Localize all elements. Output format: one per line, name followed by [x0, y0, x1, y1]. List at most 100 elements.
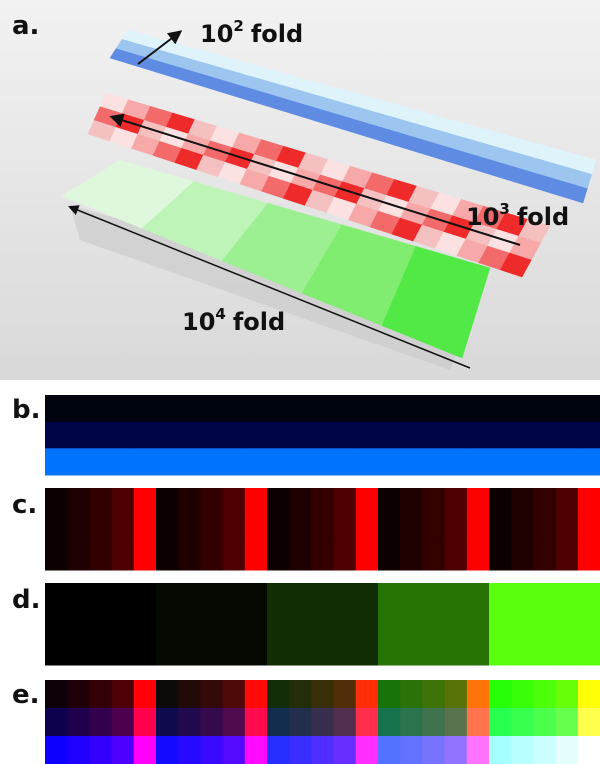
- red-cell: [533, 488, 556, 516]
- blue-cell: [156, 395, 179, 422]
- blue-cell: [89, 395, 112, 422]
- green-cell: [422, 583, 445, 611]
- blue-cell: [245, 422, 268, 449]
- red-cell: [356, 515, 379, 543]
- blue-cell: [89, 448, 112, 475]
- blue-cell: [489, 422, 512, 449]
- merged-cell: [223, 736, 246, 764]
- merged-cell: [445, 708, 468, 737]
- red-cell: [89, 515, 112, 543]
- merged-cell: [45, 680, 68, 709]
- panel-label: e.: [12, 680, 40, 710]
- red-cell: [311, 488, 334, 516]
- green-cell: [378, 583, 401, 611]
- red-cell: [200, 515, 223, 543]
- red-cell: [223, 543, 246, 571]
- merged-cell: [89, 708, 112, 737]
- red-cell: [178, 543, 201, 571]
- green-cell: [112, 610, 135, 638]
- blue-cell: [223, 448, 246, 475]
- red-cell: [556, 515, 579, 543]
- red-cell: [156, 543, 179, 571]
- blue-cell: [378, 448, 401, 475]
- merged-cell: [511, 736, 534, 764]
- green-cell: [223, 583, 246, 611]
- merged-cell: [67, 680, 90, 709]
- merged-cell: [134, 736, 157, 764]
- merged-cell: [445, 680, 468, 709]
- annotation-exponent: 4: [215, 305, 225, 323]
- red-cell: [89, 488, 112, 516]
- merged-cell: [112, 708, 135, 737]
- green-cell: [200, 610, 223, 638]
- merged-cell: [200, 736, 223, 764]
- green-cell: [356, 610, 379, 638]
- green-cell: [89, 638, 112, 666]
- annotation: 104fold: [182, 305, 285, 336]
- blue-cell: [200, 395, 223, 422]
- blue-cell: [112, 395, 135, 422]
- green-cell: [178, 610, 201, 638]
- red-cell: [289, 515, 312, 543]
- green-cell: [489, 583, 512, 611]
- merged-cell: [400, 708, 423, 737]
- green-cell: [311, 583, 334, 611]
- blue-cell: [356, 422, 379, 449]
- green-cell: [533, 638, 556, 666]
- merged-cell: [178, 736, 201, 764]
- green-cell: [267, 610, 290, 638]
- blue-cell: [533, 422, 556, 449]
- red-cell: [67, 543, 90, 571]
- merged-cell: [445, 736, 468, 764]
- merged-cell: [112, 680, 135, 709]
- merged-cell: [489, 736, 512, 764]
- green-cell: [334, 638, 357, 666]
- green-cell: [467, 610, 490, 638]
- red-cell: [356, 488, 379, 516]
- green-cell: [511, 610, 534, 638]
- merged-cell: [467, 680, 490, 709]
- red-cell: [422, 488, 445, 516]
- green-cell: [156, 610, 179, 638]
- panel-label: a.: [12, 11, 39, 41]
- red-cell: [378, 515, 401, 543]
- blue-cell: [467, 448, 490, 475]
- green-cell: [178, 638, 201, 666]
- merged-cell: [178, 708, 201, 737]
- green-cell: [356, 638, 379, 666]
- blue-cell: [578, 422, 600, 449]
- merged-cell: [134, 680, 157, 709]
- merged-cell: [45, 736, 68, 764]
- blue-cell: [467, 395, 490, 422]
- blue-cell: [67, 422, 90, 449]
- blue-cell: [556, 422, 579, 449]
- green-cell: [45, 610, 68, 638]
- merged-cell: [311, 708, 334, 737]
- green-cell: [245, 583, 268, 611]
- red-cell: [334, 515, 357, 543]
- blue-cell: [334, 448, 357, 475]
- red-cell: [267, 543, 290, 571]
- merged-cell: [489, 708, 512, 737]
- blue-cell: [445, 448, 468, 475]
- blue-cell: [511, 422, 534, 449]
- blue-cell: [223, 395, 246, 422]
- red-cell: [334, 543, 357, 571]
- blue-cell: [556, 448, 579, 475]
- blue-cell: [112, 422, 135, 449]
- merged-cell: [267, 736, 290, 764]
- red-cell: [311, 515, 334, 543]
- merged-cell: [245, 708, 268, 737]
- merged-cell: [533, 736, 556, 764]
- annotation-unit: fold: [517, 203, 569, 231]
- blue-cell: [311, 395, 334, 422]
- red-cell: [200, 488, 223, 516]
- green-cell: [178, 583, 201, 611]
- blue-cell: [400, 448, 423, 475]
- blue-cell: [533, 448, 556, 475]
- green-cell: [422, 610, 445, 638]
- blue-cell: [511, 395, 534, 422]
- blue-cell: [134, 448, 157, 475]
- panel-label: d.: [12, 585, 41, 615]
- merged-cell: [67, 708, 90, 737]
